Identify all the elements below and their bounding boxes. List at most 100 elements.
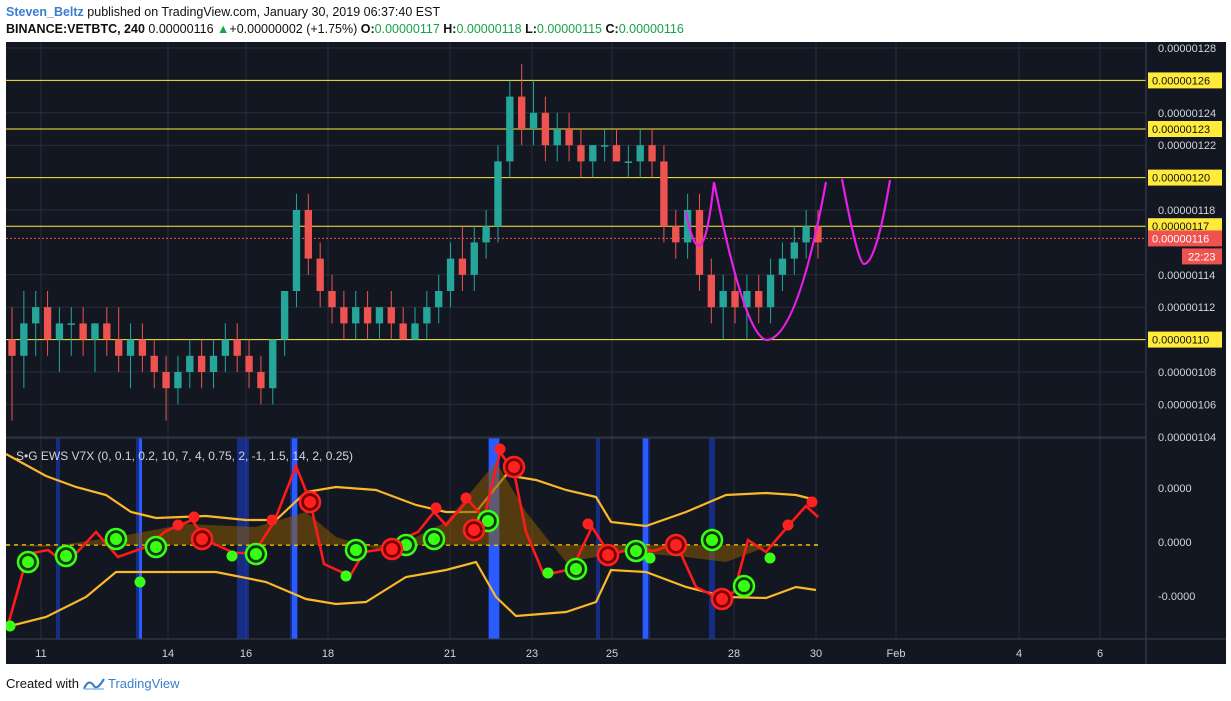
ohlc-line: BINANCE:VETBTC, 240 0.00000116 ▲+0.00000…	[6, 21, 1226, 38]
signal-bar	[56, 438, 60, 639]
candle-body	[399, 323, 407, 340]
time-tick-label: 25	[606, 648, 618, 660]
projection-drawing[interactable]	[684, 178, 892, 342]
countdown-tag	[1182, 248, 1222, 265]
price-chart[interactable]: 0.00000126 0.00000123 0.00000120 0.00000117…	[6, 42, 1226, 664]
time-tick-label: 23	[526, 648, 538, 660]
signal-bar	[643, 438, 648, 639]
price-tick-label: 0.00000104	[1158, 432, 1216, 444]
candle-body	[600, 145, 609, 147]
buy-signal-dot	[542, 567, 554, 579]
tradingview-logo-icon[interactable]	[82, 677, 105, 691]
candle-body	[411, 323, 419, 340]
horizontal-levels[interactable]: 0.00000126 0.00000123 0.00000120 0.00000117…	[6, 72, 1222, 348]
time-tick-label: 28	[728, 648, 740, 660]
indicator-tick-label: 0.0000	[1158, 537, 1192, 549]
candle-body	[672, 226, 680, 243]
level-tag	[1148, 218, 1222, 235]
indicator-label[interactable]: S•G EWS V7X (0, 0.1, 0.2, 10, 7, 4, 0.75…	[16, 449, 353, 463]
current-price-tag-label: 0.00000116	[1152, 233, 1209, 245]
sell-signal-dot	[266, 514, 278, 526]
candle-body	[8, 339, 16, 356]
buy-signal-dot	[250, 548, 262, 560]
buy-signal-dot	[738, 580, 750, 592]
buy-signal-dot	[340, 570, 352, 582]
candle-body	[363, 307, 372, 324]
buy-signal-dot	[706, 534, 718, 546]
published-text: published on TradingView.com, January 30…	[87, 5, 441, 19]
chart-frame[interactable]: 0.00000126 0.00000123 0.00000120 0.00000117…	[6, 42, 1226, 664]
candle-body	[470, 242, 478, 275]
price-tick-label: 0.00000106	[1158, 399, 1216, 411]
candle-body	[541, 112, 550, 146]
tradingview-link[interactable]: TradingView	[108, 676, 180, 691]
axes: 0.00000128 0.00000124 0.00000122 0.00000118…	[35, 43, 1216, 660]
indicator-tick-label: 0.0000	[1158, 483, 1192, 495]
candle-body	[695, 210, 704, 275]
candle-body	[174, 372, 182, 389]
candle-body	[589, 145, 597, 162]
candle-body	[707, 274, 715, 308]
candle-body	[494, 161, 502, 227]
candle-body	[328, 291, 336, 308]
time-tick-label: 14	[162, 648, 174, 660]
author-link[interactable]: Steven_Beltz	[6, 5, 84, 19]
candle-body	[233, 339, 241, 356]
sell-signal-dot	[304, 496, 316, 508]
buy-signal-dot	[630, 545, 642, 557]
sell-signal-dot	[386, 543, 398, 555]
candle-body	[316, 258, 324, 291]
buy-signal-dot	[150, 541, 162, 553]
lower-band	[6, 560, 817, 629]
candle-body	[482, 226, 490, 243]
sell-signal-dot	[782, 519, 794, 531]
candle-body	[766, 274, 775, 308]
symbol-label[interactable]: BINANCE:VETBTC, 240	[6, 22, 145, 36]
up-arrow-icon: ▲	[217, 22, 230, 36]
high-value: 0.00000118	[456, 22, 522, 36]
last-price: 0.00000116	[148, 22, 214, 36]
price-tick-label: 0.00000108	[1158, 367, 1216, 379]
candle-body	[506, 96, 514, 162]
open-value: 0.00000117	[374, 22, 440, 36]
footer: Created with TradingView	[6, 676, 180, 691]
level-tag	[1148, 169, 1222, 186]
level-tag-label: 0.00000120	[1152, 173, 1210, 185]
level-tag-label: 0.00000123	[1152, 124, 1210, 136]
level-tag-label: 0.00000117	[1152, 221, 1209, 233]
time-tick-label: 4	[1016, 648, 1022, 660]
candle-body	[814, 226, 822, 243]
sell-signal-dot	[460, 492, 472, 504]
buy-signal-dot	[60, 550, 72, 562]
candle-body	[138, 339, 147, 356]
candle-body	[577, 145, 585, 162]
price-tick-label: 0.00000124	[1158, 108, 1216, 120]
price-tick-label: 0.00000122	[1158, 140, 1216, 152]
candle-body	[518, 96, 526, 129]
high-label: H:	[443, 22, 457, 36]
sell-signal-dot	[582, 518, 594, 530]
candle-body	[352, 307, 360, 324]
buy-signal-dot	[428, 533, 440, 545]
candle-body	[150, 355, 158, 372]
candle-body	[20, 323, 28, 356]
candle-body	[529, 112, 538, 129]
candle-body	[103, 323, 111, 340]
sell-signal-dot	[602, 549, 614, 561]
level-tag	[1148, 72, 1222, 89]
candle-body	[292, 210, 301, 291]
level-tag-label: 0.00000110	[1152, 335, 1209, 347]
candle-body	[55, 323, 64, 340]
indicator-tick-label: -0.0000	[1158, 591, 1195, 603]
candle-body	[731, 291, 739, 308]
price-tick-label: 0.00000128	[1158, 43, 1216, 55]
buy-signal-dot	[350, 544, 362, 556]
candle-body	[280, 291, 289, 340]
price-tick-label: 0.00000114	[1158, 270, 1215, 282]
projection-curve[interactable]	[840, 178, 892, 266]
low-label: L:	[525, 22, 537, 36]
candle-body	[197, 355, 206, 372]
sell-signal-dot	[670, 539, 682, 551]
candle-body	[43, 307, 52, 340]
projection-curve[interactable]	[684, 181, 828, 342]
